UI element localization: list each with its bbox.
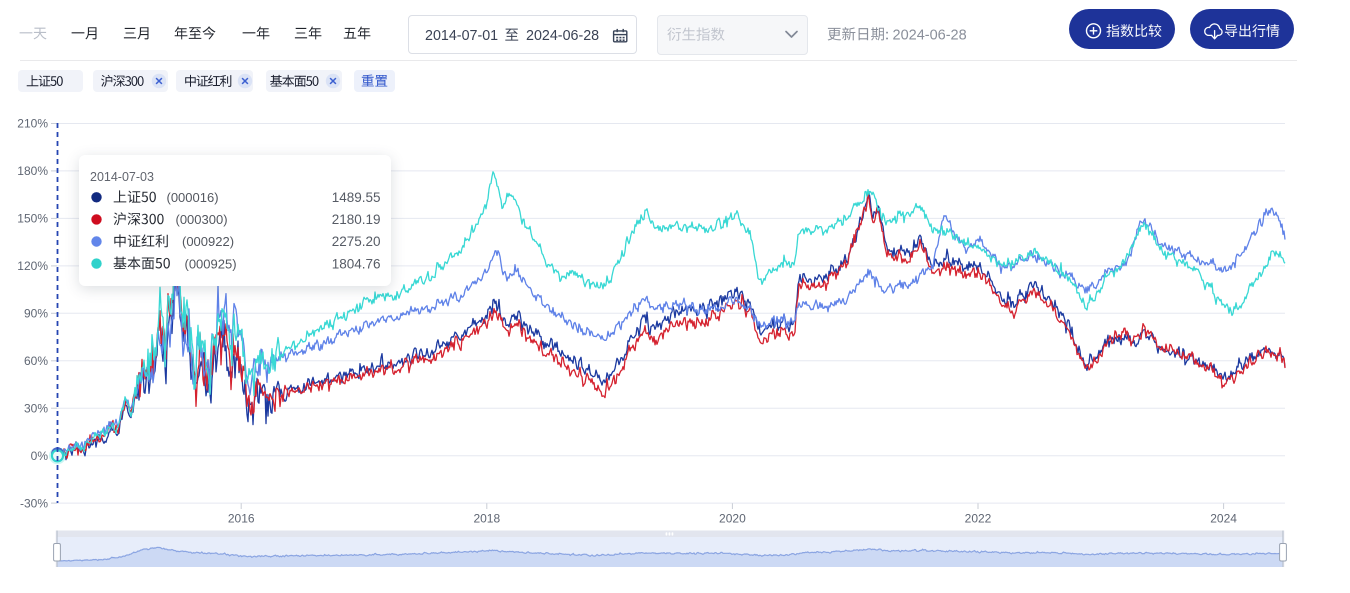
svg-text:2018: 2018 [473,512,500,526]
svg-text:(000016): (000016) [167,190,219,205]
svg-text:(000925): (000925) [185,256,237,271]
svg-text:90%: 90% [24,307,48,321]
svg-text:2016: 2016 [228,512,255,526]
svg-text:2022: 2022 [965,512,992,526]
svg-text:1489.55: 1489.55 [332,190,381,205]
svg-text:2014-07-03: 2014-07-03 [90,170,154,184]
svg-text:2275.20: 2275.20 [332,234,381,249]
svg-text:2024: 2024 [1210,512,1237,526]
svg-text:30%: 30% [24,401,48,415]
svg-text:180%: 180% [17,164,48,178]
svg-text:(000922): (000922) [182,234,234,249]
svg-text:150%: 150% [17,212,48,226]
svg-text:2024-06-28: 2024-06-28 [893,28,967,44]
svg-text:2180.19: 2180.19 [332,212,381,227]
svg-text:-30%: -30% [20,496,48,510]
svg-text:(000300): (000300) [176,212,228,227]
svg-text:0%: 0% [31,449,49,463]
svg-text:210%: 210% [17,117,48,131]
svg-text:2024-06-28: 2024-06-28 [526,28,599,44]
svg-text:2020: 2020 [719,512,746,526]
svg-text:1804.76: 1804.76 [332,256,381,271]
svg-text:60%: 60% [24,354,48,368]
svg-text:120%: 120% [17,259,48,273]
svg-text:2014-07-01: 2014-07-01 [425,28,498,44]
